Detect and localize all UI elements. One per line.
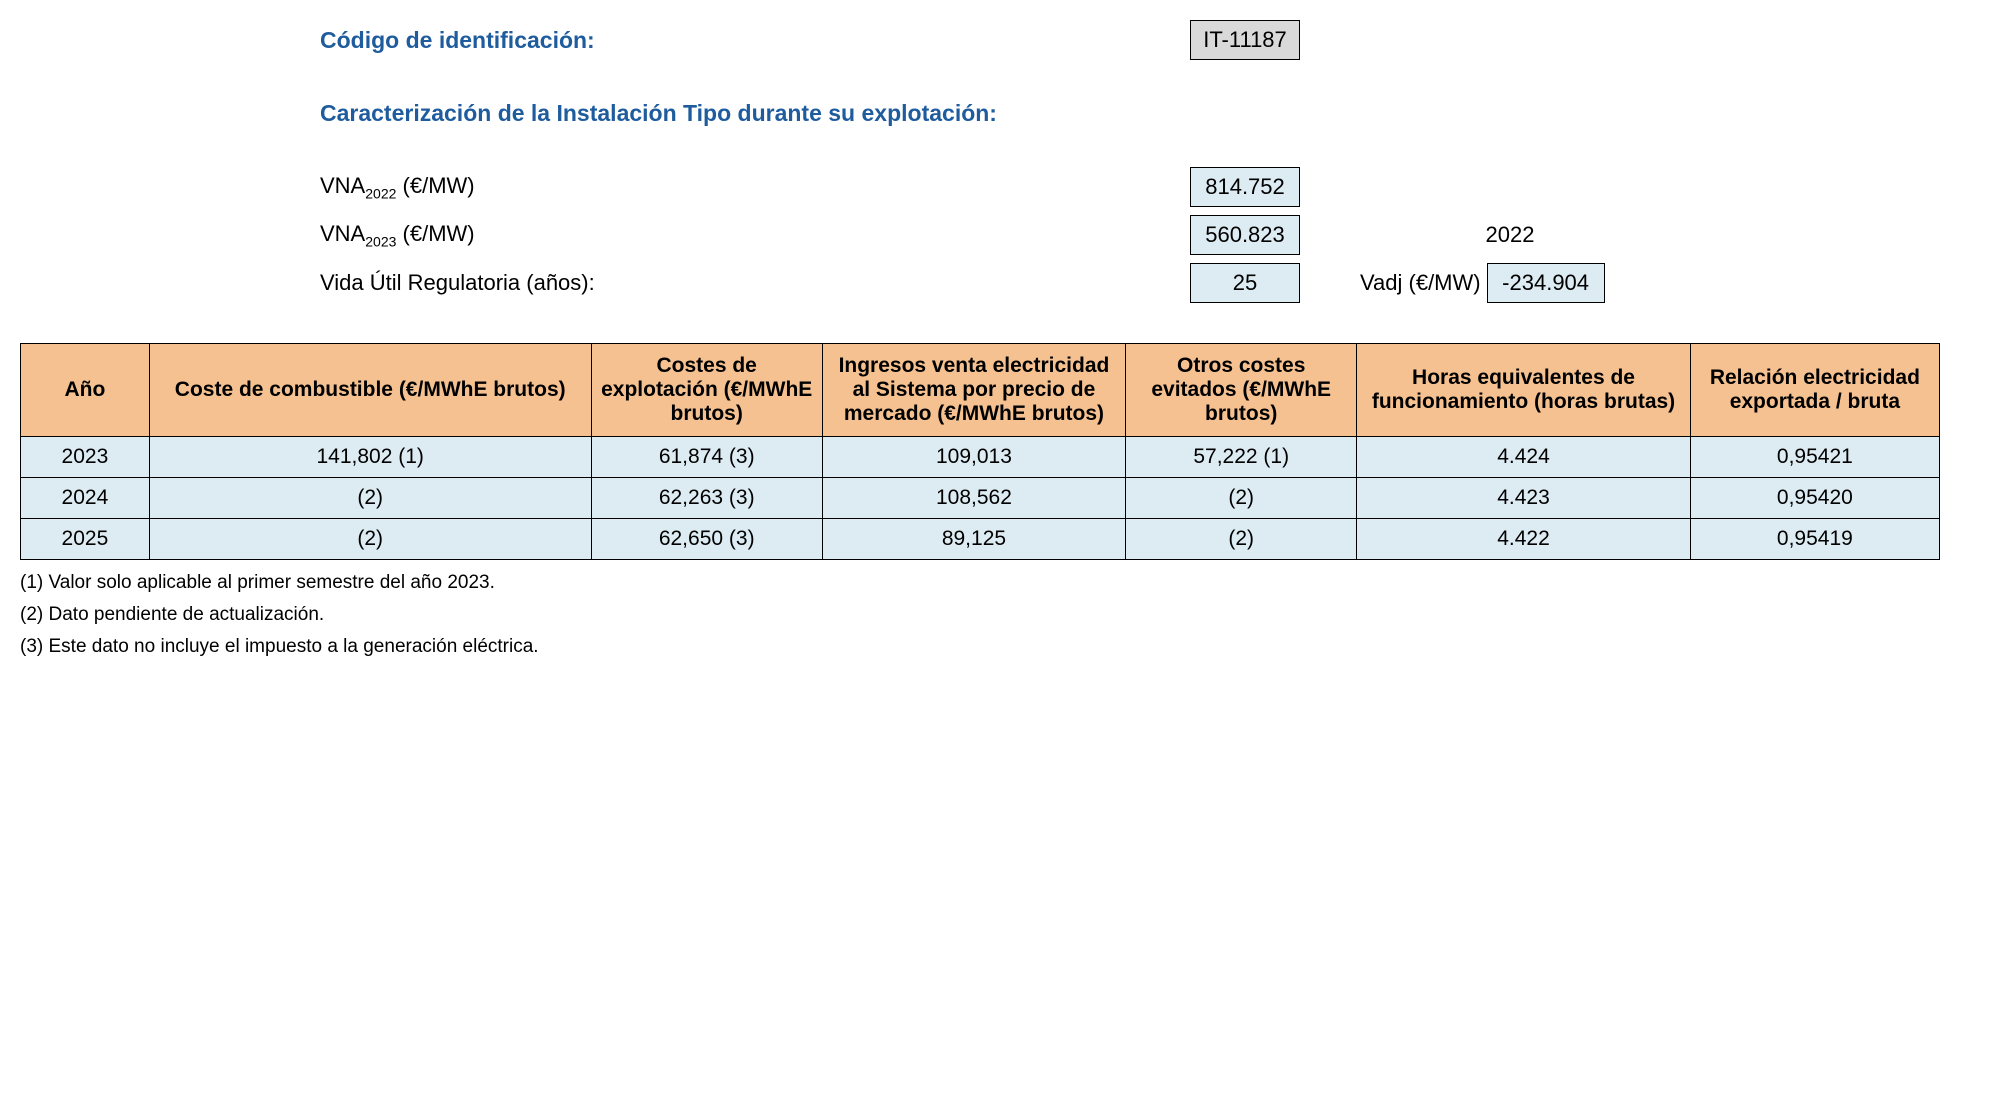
table-cell: 2023 (21, 437, 150, 478)
table-cell: (2) (1126, 519, 1357, 560)
vna2022-label: VNA2022 (€/MW) (320, 173, 1190, 201)
vna2022-sub: 2022 (365, 185, 396, 201)
table-header-row: AñoCoste de combustible (€/MWhE brutos)C… (21, 344, 1940, 437)
table-cell: 0,95419 (1690, 519, 1939, 560)
caracterizacion-row: Caracterización de la Instalación Tipo d… (320, 100, 1980, 127)
table-cell: 108,562 (822, 478, 1125, 519)
footnote: (3) Este dato no incluye el impuesto a l… (20, 636, 1980, 658)
table-cell: 62,263 (3) (591, 478, 822, 519)
table-cell: 61,874 (3) (591, 437, 822, 478)
table-cell: (2) (149, 519, 591, 560)
vna2022-post: (€/MW) (396, 173, 474, 198)
table-cell: (2) (149, 478, 591, 519)
vna2023-label: VNA2023 (€/MW) (320, 221, 1190, 249)
vna2023-pre: VNA (320, 221, 365, 246)
table-cell: 2024 (21, 478, 150, 519)
table-row: 2024(2)62,263 (3)108,562(2)4.4230,95420 (21, 478, 1940, 519)
col-header: Coste de combustible (€/MWhE brutos) (149, 344, 591, 437)
table-cell: (2) (1126, 478, 1357, 519)
id-label: Código de identificación: (320, 27, 1190, 54)
data-table: AñoCoste de combustible (€/MWhE brutos)C… (20, 343, 1940, 560)
vna2022-row: VNA2022 (€/MW) 814.752 (320, 167, 1980, 207)
table-cell: 0,95420 (1690, 478, 1939, 519)
vida-label: Vida Útil Regulatoria (años): (320, 270, 1190, 296)
vna2023-post: (€/MW) (396, 221, 474, 246)
table-cell: 141,802 (1) (149, 437, 591, 478)
col-header: Relación electricidad exportada / bruta (1690, 344, 1939, 437)
caracterizacion-label: Caracterización de la Instalación Tipo d… (320, 100, 997, 127)
vadj-value: -234.904 (1487, 263, 1605, 303)
vadj-label: Vadj (€/MW) (1360, 270, 1481, 296)
table-row: 2025(2)62,650 (3)89,125(2)4.4220,95419 (21, 519, 1940, 560)
col-header: Horas equivalentes de funcionamiento (ho… (1357, 344, 1690, 437)
id-row: Código de identificación: IT-11187 (320, 20, 1980, 60)
table-cell: 0,95421 (1690, 437, 1939, 478)
vadj-group: Vadj (€/MW) -234.904 (1360, 263, 1605, 303)
footnotes: (1) Valor solo aplicable al primer semes… (20, 572, 1980, 658)
id-value: IT-11187 (1190, 20, 1300, 60)
vna2023-sub: 2023 (365, 233, 396, 249)
table-cell: 4.423 (1357, 478, 1690, 519)
table-cell: 4.422 (1357, 519, 1690, 560)
table-body: 2023141,802 (1)61,874 (3)109,01357,222 (… (21, 437, 1940, 560)
table-cell: 89,125 (822, 519, 1125, 560)
table-cell: 109,013 (822, 437, 1125, 478)
footnote: (1) Valor solo aplicable al primer semes… (20, 572, 1980, 594)
vna2023-value: 560.823 (1190, 215, 1300, 255)
table-row: 2023141,802 (1)61,874 (3)109,01357,222 (… (21, 437, 1940, 478)
vida-value: 25 (1190, 263, 1300, 303)
table-cell: 62,650 (3) (591, 519, 822, 560)
table-head: AñoCoste de combustible (€/MWhE brutos)C… (21, 344, 1940, 437)
col-header: Costes de explotación (€/MWhE brutos) (591, 344, 822, 437)
table-cell: 57,222 (1) (1126, 437, 1357, 478)
table-cell: 2025 (21, 519, 150, 560)
vna2022-pre: VNA (320, 173, 365, 198)
side-year: 2022 (1360, 222, 1660, 248)
header-block: Código de identificación: IT-11187 Carac… (320, 20, 1980, 303)
vna2023-row: VNA2023 (€/MW) 560.823 2022 (320, 215, 1980, 255)
footnote: (2) Dato pendiente de actualización. (20, 604, 1980, 626)
vna2022-value: 814.752 (1190, 167, 1300, 207)
table-cell: 4.424 (1357, 437, 1690, 478)
col-header: Otros costes evitados (€/MWhE brutos) (1126, 344, 1357, 437)
col-header: Ingresos venta electricidad al Sistema p… (822, 344, 1125, 437)
col-header: Año (21, 344, 150, 437)
vida-row: Vida Útil Regulatoria (años): 25 Vadj (€… (320, 263, 1980, 303)
